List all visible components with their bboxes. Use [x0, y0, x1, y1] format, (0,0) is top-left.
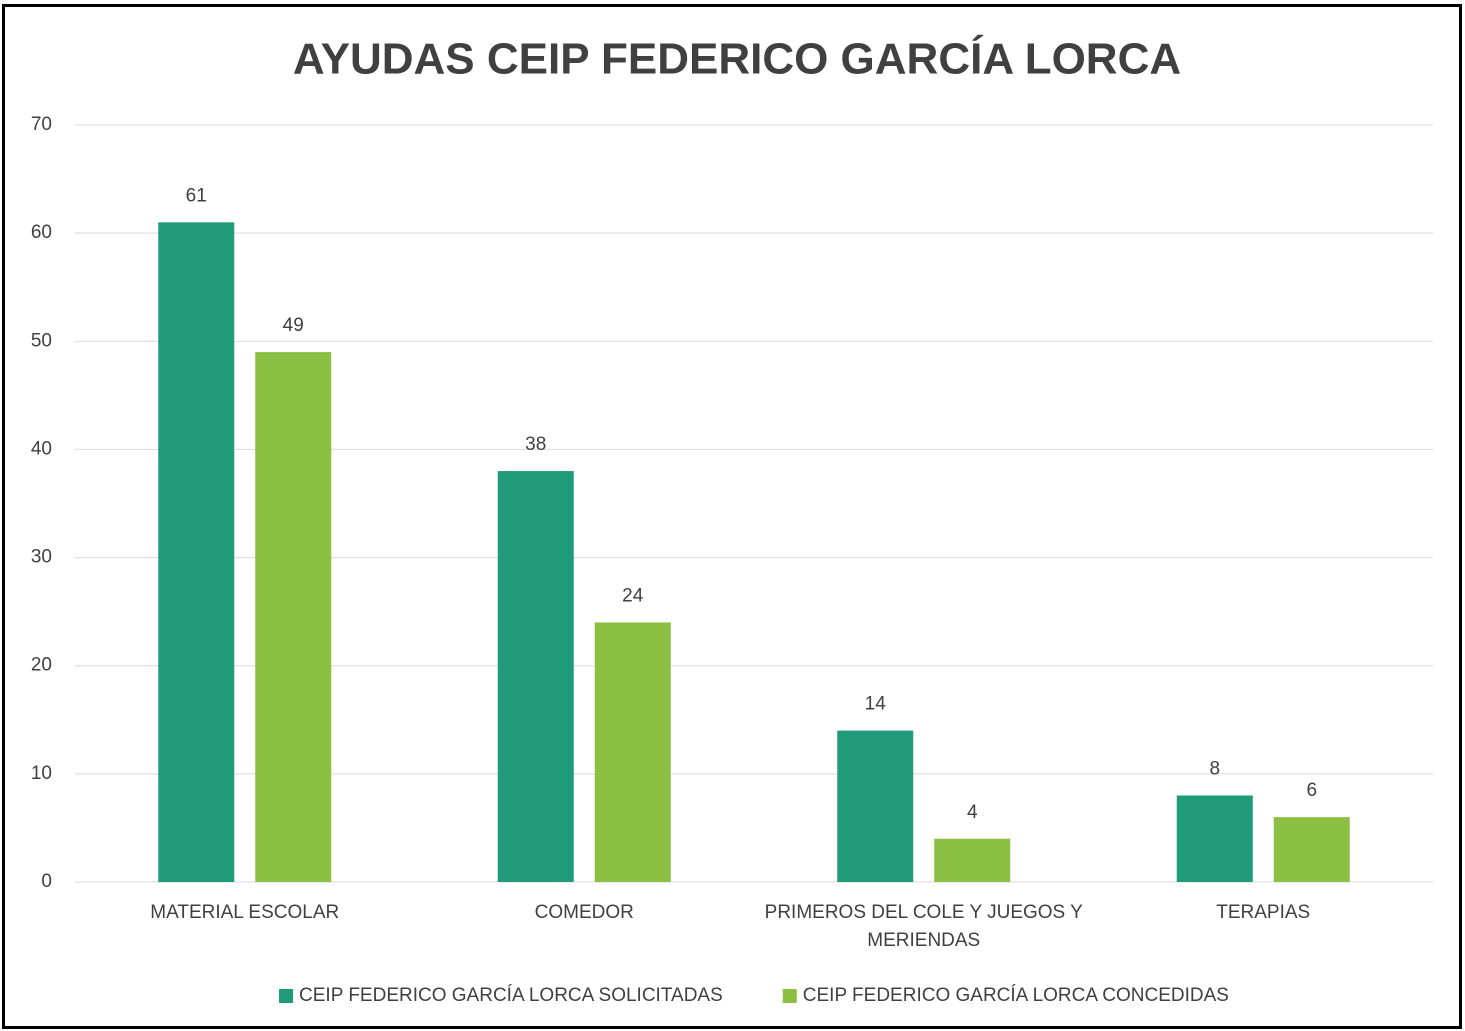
legend-label: CEIP FEDERICO GARCÍA LORCA CONCEDIDAS [803, 985, 1229, 1006]
y-tick-label: 0 [41, 871, 52, 892]
data-label: 14 [865, 694, 887, 715]
y-tick-label: 30 [31, 547, 52, 568]
bar [255, 352, 332, 883]
data-label: 61 [186, 185, 207, 206]
legend-item: CEIP FEDERICO GARCÍA LORCA SOLICITADAS [279, 985, 723, 1006]
bar [934, 838, 1011, 882]
y-tick-label: 20 [31, 655, 52, 676]
y-tick-label: 10 [31, 763, 52, 784]
bar [497, 471, 574, 882]
x-tick-label: TERAPIAS [1216, 902, 1310, 923]
legend-swatch [782, 989, 797, 1003]
legend-label: CEIP FEDERICO GARCÍA LORCA SOLICITADAS [299, 985, 723, 1006]
legend-swatch [279, 989, 294, 1003]
bar [1176, 795, 1253, 882]
x-tick-label: MATERIAL ESCOLAR [150, 902, 339, 923]
x-tick-label: PRIMEROS DEL COLE Y JUEGOS Y MERIENDAS [765, 902, 1084, 951]
y-tick-label: 60 [31, 222, 52, 243]
y-tick-label: 70 [31, 114, 52, 135]
y-tick-label: 50 [31, 330, 52, 351]
data-label: 8 [1209, 759, 1220, 780]
data-label: 38 [525, 434, 546, 455]
bar [1273, 817, 1350, 882]
bar [158, 222, 235, 883]
bar [837, 730, 914, 882]
data-label: 6 [1306, 780, 1317, 801]
data-label: 49 [283, 315, 304, 336]
legend-item: CEIP FEDERICO GARCÍA LORCA CONCEDIDAS [782, 985, 1229, 1006]
data-label: 24 [622, 585, 644, 606]
x-tick-label: COMEDOR [535, 902, 634, 923]
y-tick-label: 40 [31, 438, 52, 459]
bar [594, 622, 671, 882]
data-label: 4 [967, 802, 978, 823]
chart-title: AYUDAS CEIP FEDERICO GARCÍA LORCA [293, 34, 1181, 84]
